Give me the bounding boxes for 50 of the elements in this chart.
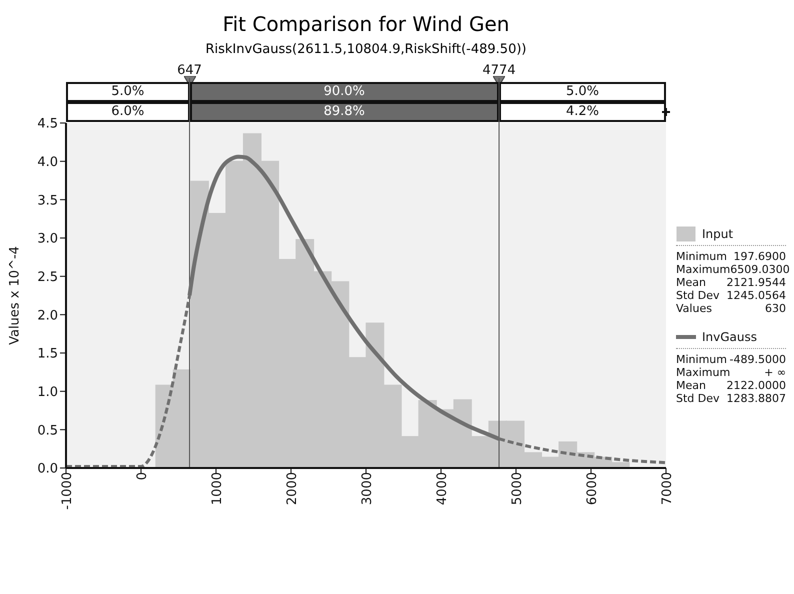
text: 1283.8807 xyxy=(726,392,786,405)
text: 4.2% xyxy=(499,102,666,122)
ref-line-label: 647 xyxy=(177,63,202,78)
text: 630 xyxy=(765,302,786,315)
text: 6.0% xyxy=(66,102,190,122)
x-tick-label: -1000 xyxy=(60,472,76,510)
text: -489.5000 xyxy=(730,353,786,366)
y-tick-label: 2.5 xyxy=(37,270,58,285)
x-tick-label: 3000 xyxy=(360,472,376,506)
y-axis-title: Values x 10^-4 xyxy=(8,246,23,345)
text: Maximum xyxy=(676,263,730,276)
text: Mean xyxy=(676,276,706,289)
text: Maximum xyxy=(676,366,730,379)
text: Minimum xyxy=(676,353,727,366)
y-tick-label: 3.0 xyxy=(37,232,58,247)
y-tick-label: 1.0 xyxy=(37,384,58,400)
chart-title: Fit Comparison for Wind Gen xyxy=(222,12,510,36)
text: 5.0% xyxy=(499,82,666,102)
text: 197.6900 xyxy=(734,250,786,263)
text: 6509.0300 xyxy=(730,263,790,276)
text: 1245.0564 xyxy=(726,289,786,302)
y-tick-label: 2.0 xyxy=(37,308,58,324)
x-tick-label: 0 xyxy=(135,472,150,480)
x-tick-label: 7000 xyxy=(660,472,676,506)
text: 89.8% xyxy=(190,102,500,122)
text: Values xyxy=(676,302,712,315)
x-tick-label: 1000 xyxy=(210,472,226,506)
y-tick-label: 3.5 xyxy=(37,193,58,208)
x-tick-label: 4000 xyxy=(435,472,450,506)
text: 2122.0000 xyxy=(726,379,786,392)
legend-label: InvGauss xyxy=(702,330,758,344)
text: 2121.9544 xyxy=(726,276,786,289)
y-tick-label: 4.0 xyxy=(37,154,58,170)
text: Std Dev xyxy=(676,392,720,405)
x-tick-label: 6000 xyxy=(585,472,600,506)
y-tick-label: 0.0 xyxy=(37,462,58,477)
text: Std Dev xyxy=(676,289,720,302)
text: 5.0% xyxy=(66,82,190,102)
text: Mean xyxy=(676,379,706,392)
chart-subtitle: RiskInvGauss(2611.5,10804.9,RiskShift(-489.50)) xyxy=(204,42,528,57)
y-tick-label: 0.5 xyxy=(37,423,58,438)
y-tick-label: 4.5 xyxy=(37,116,58,132)
ref-line-label: 4774 xyxy=(482,63,516,78)
legend-label: Input xyxy=(702,227,734,241)
x-tick-label: 5000 xyxy=(510,472,526,506)
text: + ∞ xyxy=(764,366,786,379)
text: 90.0% xyxy=(190,82,500,102)
x-tick-label: 2000 xyxy=(285,472,300,506)
text: Minimum xyxy=(676,250,727,263)
y-tick-label: 1.5 xyxy=(37,346,58,362)
